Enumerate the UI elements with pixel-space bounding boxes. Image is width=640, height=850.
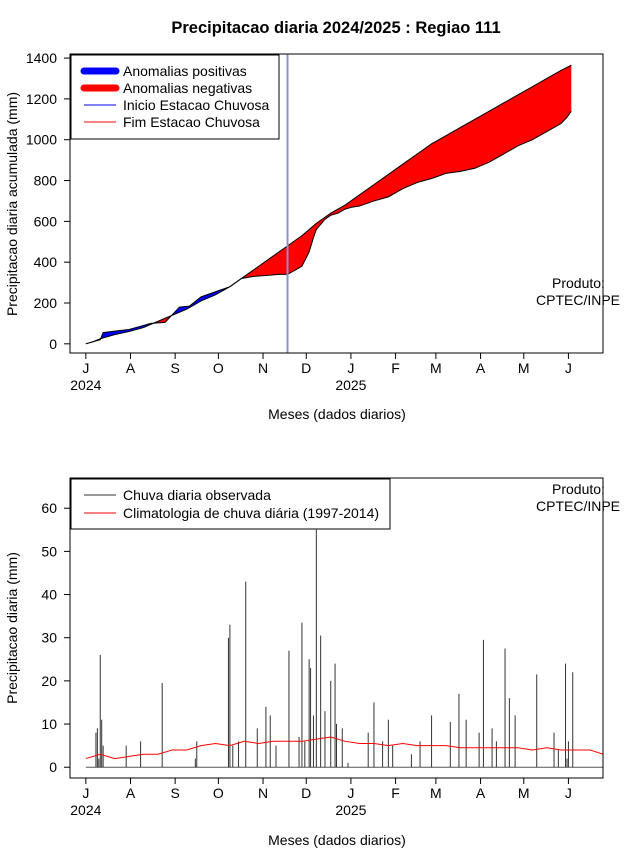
bottom-xtick-label-6: J — [347, 785, 354, 801]
bottom-xtick-label-3: O — [213, 785, 224, 801]
bottom-xtick-label-9: A — [476, 785, 486, 801]
legend-label-climatology: Climatologia de chuva diária (1997-2014) — [123, 505, 379, 521]
legend-label-negative: Anomalias negativas — [123, 80, 252, 96]
bottom-xtick-label-0: J — [82, 785, 89, 801]
bottom-xtick-label-4: N — [258, 785, 268, 801]
legend-label-season-start: Inicio Estacao Chuvosa — [123, 97, 270, 113]
bottom-ytick-label-5: 50 — [41, 543, 57, 559]
top-plot-frame — [69, 53, 604, 354]
top-y-axis: 0 200 400 600 800 1000 1200 1400 — [26, 50, 70, 352]
bottom-xtick-label-5: D — [301, 785, 311, 801]
bottom-watermark-line1: Produto: — [552, 481, 605, 497]
bottom-y-axis-label: Precipitacao diaria (mm) — [4, 552, 20, 704]
chart-title: Precipitacao diaria 2024/2025 : Regiao 1… — [171, 19, 500, 37]
bottom-plot-marks — [85, 529, 604, 768]
top-ytick-label-1: 200 — [34, 295, 58, 311]
top-xtick-label-8: M — [430, 360, 442, 376]
top-xtick-label-1: A — [126, 360, 136, 376]
bottom-xtick-label-11: J — [565, 785, 572, 801]
bottom-ytick-label-4: 40 — [41, 587, 57, 603]
observed-cumulative-line — [85, 110, 572, 345]
top-ytick-label-6: 1200 — [26, 91, 57, 107]
top-ytick-label-3: 600 — [34, 213, 58, 229]
top-ytick-label-2: 400 — [34, 254, 58, 270]
top-xtick-label-10: M — [518, 360, 530, 376]
bottom-ytick-label-6: 60 — [41, 500, 57, 516]
bottom-year-label-1: 2025 — [335, 802, 366, 818]
bottom-ytick-label-2: 20 — [41, 673, 57, 689]
bottom-ytick-label-1: 10 — [41, 716, 57, 732]
top-xtick-label-0: J — [82, 360, 89, 376]
bottom-legend-box — [70, 478, 391, 530]
legend-label-positive: Anomalias positivas — [123, 63, 247, 79]
top-plot-marks — [85, 54, 572, 353]
bottom-year-label-0: 2024 — [70, 802, 101, 818]
top-watermark-line1: Produto: — [552, 275, 605, 291]
top-ytick-label-4: 800 — [34, 173, 58, 189]
top-xtick-label-4: N — [258, 360, 268, 376]
bottom-xtick-label-1: A — [126, 785, 136, 801]
bottom-ytick-label-0: 0 — [49, 759, 57, 775]
bottom-plot-frame — [69, 477, 604, 779]
top-xtick-label-3: O — [213, 360, 224, 376]
legend-label-observed: Chuva diaria observada — [123, 487, 271, 503]
positive-anomaly-area-4 — [171, 278, 242, 316]
bottom-ytick-label-3: 30 — [41, 630, 57, 646]
bottom-xtick-label-2: S — [170, 785, 179, 801]
legend-label-season-end: Fim Estacao Chuvosa — [123, 114, 260, 130]
bottom-xtick-label-10: M — [518, 785, 530, 801]
top-watermark-line2: CPTEC/INPE — [536, 292, 620, 308]
top-xtick-label-11: J — [565, 360, 572, 376]
top-xtick-label-6: J — [347, 360, 354, 376]
top-xtick-label-5: D — [301, 360, 311, 376]
bottom-xtick-label-8: M — [430, 785, 442, 801]
top-ytick-label-0: 0 — [49, 336, 57, 352]
top-xtick-label-9: A — [476, 360, 486, 376]
top-legend: Anomalias positivas Anomalias negativas … — [70, 54, 280, 140]
climatology-cumulative-line — [85, 64, 572, 345]
bottom-watermark-line2: CPTEC/INPE — [536, 498, 620, 514]
bottom-legend: Chuva diaria observada Climatologia de c… — [70, 478, 391, 530]
top-xtick-label-7: F — [391, 360, 400, 376]
top-ytick-label-7: 1400 — [26, 50, 57, 66]
top-year-label-1: 2025 — [335, 377, 366, 393]
top-y-axis-label: Precipitacao diaria acumulada (mm) — [4, 92, 20, 316]
negative-anomaly-area-5 — [242, 65, 572, 279]
climatology-daily-line — [85, 736, 604, 760]
top-x-axis-label: Meses (dados diarios) — [268, 406, 406, 422]
bottom-xtick-label-7: F — [391, 785, 400, 801]
top-year-label-0: 2024 — [70, 377, 101, 393]
top-ytick-label-5: 1000 — [26, 132, 57, 148]
top-xtick-label-2: S — [170, 360, 179, 376]
bottom-y-axis: 0 10 20 30 40 50 60 — [41, 500, 70, 775]
bottom-x-axis-label: Meses (dados diarios) — [268, 832, 406, 848]
